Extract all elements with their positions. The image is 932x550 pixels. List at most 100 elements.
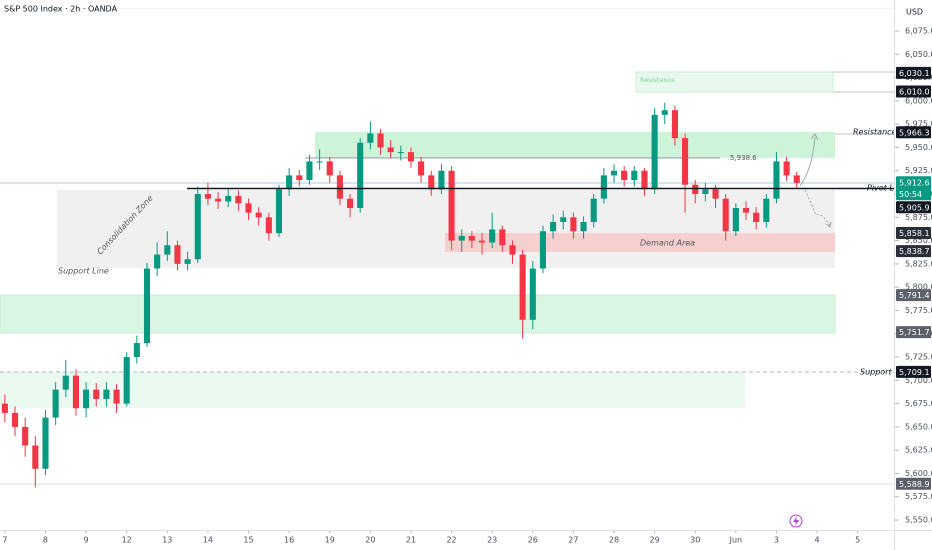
- candle-body: [397, 152, 404, 154]
- candle-body: [509, 245, 516, 255]
- candle-body: [550, 221, 557, 232]
- pivot-line-label: Pivot Line: [867, 184, 906, 193]
- price-label: 5,905.9: [899, 203, 930, 212]
- level-label: 5,938.6: [730, 154, 757, 162]
- candle-body: [773, 161, 780, 199]
- price-axis-bg: [895, 0, 932, 550]
- y-tick-label: 5,975.0: [905, 120, 932, 129]
- candle-body: [225, 195, 232, 202]
- x-tick-label: 4: [815, 536, 820, 545]
- candle-body: [32, 445, 39, 469]
- candle-body: [286, 175, 293, 190]
- x-tick-label: 5: [855, 536, 860, 545]
- price-label: 5,791.4: [899, 291, 930, 300]
- candle-body: [42, 417, 49, 469]
- resistance-zone: [635, 71, 834, 93]
- candle-body: [255, 212, 262, 218]
- x-tick-label: 7: [2, 536, 7, 545]
- x-tick-label: 30: [690, 536, 700, 545]
- candle-body: [316, 161, 323, 163]
- candle-body: [610, 170, 618, 176]
- candle-body: [692, 184, 699, 195]
- candle-body: [245, 203, 252, 213]
- y-tick-label: 6,050.0: [905, 50, 932, 59]
- currency: USD: [906, 8, 923, 17]
- candle-body: [235, 195, 242, 204]
- consolidation-zone: [57, 190, 835, 268]
- x-tick-label: 28: [609, 536, 619, 545]
- candle-body: [103, 389, 110, 399]
- price-label: 5,709.1: [899, 368, 930, 377]
- up-projection: [799, 136, 816, 187]
- candle-body: [215, 198, 222, 202]
- candles: [1, 102, 800, 488]
- y-tick-label: 5,625.0: [905, 446, 932, 455]
- candle-body: [722, 198, 729, 232]
- price-label: 6,010.0: [899, 88, 930, 97]
- candle-body: [560, 217, 567, 222]
- price-label-bg: [896, 326, 931, 339]
- candle-body: [651, 114, 658, 190]
- candle-body: [590, 198, 597, 222]
- x-tick-label: 8: [43, 536, 48, 545]
- price-labels: 6,030.1 6,010.0 5,966.3 5,912.6 50:54 5,905.9…: [896, 66, 931, 490]
- candle-body: [519, 254, 526, 320]
- price-label-bg: [896, 126, 931, 139]
- candle-body: [123, 357, 130, 404]
- candle-body: [580, 221, 587, 232]
- y-tick-label: 5,700.0: [905, 376, 932, 385]
- down-projection: [804, 189, 831, 227]
- candle-body: [296, 175, 303, 181]
- candle-body: [22, 426, 29, 446]
- candle-body: [702, 189, 709, 195]
- y-tick-label: 5,950.0: [905, 143, 932, 152]
- candle-body: [306, 161, 313, 181]
- candle-body: [428, 175, 435, 190]
- x-tick-label: 3: [774, 536, 779, 545]
- candle-body: [265, 217, 272, 234]
- candle-body: [326, 161, 333, 176]
- candle-body: [783, 161, 790, 176]
- y-tick-label: 5,875.0: [905, 213, 932, 222]
- x-tick-label: 9: [84, 536, 89, 545]
- x-tick-label: 16: [284, 536, 294, 545]
- candle-body: [682, 138, 689, 185]
- candle-body: [448, 170, 455, 241]
- x-tick-label: 26: [528, 536, 538, 545]
- candle-body: [1, 403, 8, 413]
- y-tick-label: 5,825.0: [905, 259, 932, 268]
- candle-body: [671, 110, 678, 139]
- candle-body: [52, 389, 59, 418]
- y-tick-label: 5,925.0: [905, 166, 932, 175]
- candle-body: [194, 194, 201, 260]
- candle-body: [438, 170, 445, 190]
- candle-body: [204, 194, 211, 199]
- candle-body: [458, 235, 465, 241]
- axis-ticks: 789121314151619202122232627282930Jun3456: [2, 530, 901, 545]
- price-label: 5,838.7: [899, 247, 930, 256]
- candle-body: [661, 110, 668, 115]
- y-tick-label: 6,000.0: [905, 96, 932, 105]
- candle-body: [418, 161, 425, 176]
- y-tick-label: 5,775.0: [905, 306, 932, 315]
- y-tick-label: 5,800.0: [905, 283, 932, 292]
- candle-body: [133, 343, 140, 358]
- y-tick-label: 5,850.0: [905, 236, 932, 245]
- x-tick-label: 20: [365, 536, 375, 545]
- candle-body: [468, 235, 475, 241]
- x-tick-label: 19: [325, 536, 335, 545]
- candle-body: [407, 152, 415, 162]
- y-tick-label: 5,650.0: [905, 422, 932, 431]
- candle-body: [641, 170, 648, 190]
- y-tick-label: 5,600.0: [905, 469, 932, 478]
- candle-body: [113, 389, 120, 404]
- candle-body: [275, 189, 283, 234]
- candle-body: [11, 412, 19, 427]
- price-label-bg: [896, 245, 931, 258]
- x-tick-label: Jun: [729, 536, 743, 545]
- candle-body: [631, 170, 638, 181]
- price-label-bg: [896, 477, 931, 490]
- x-tick-label: 14: [203, 536, 213, 545]
- y-tick-label: 5,675.0: [905, 399, 932, 408]
